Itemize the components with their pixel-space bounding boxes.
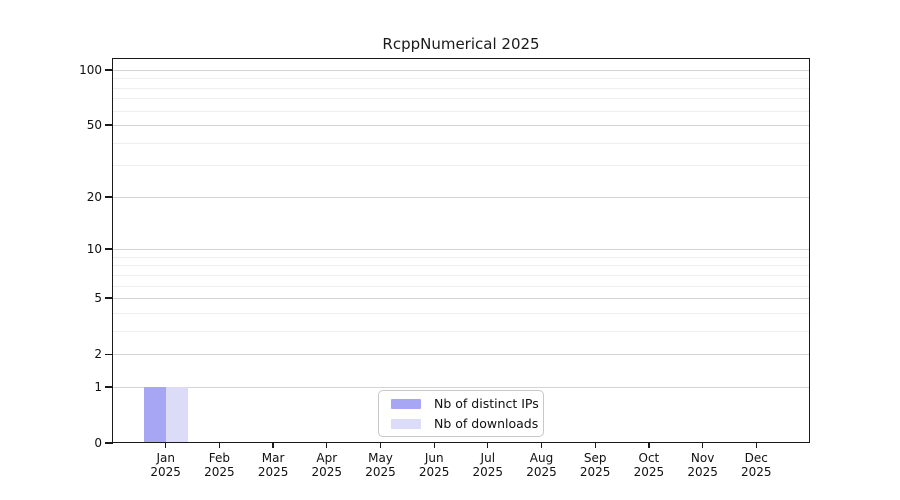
x-tick-month: Dec <box>744 451 768 465</box>
x-tick-year: 2025 <box>365 465 396 479</box>
x-tick-label: Jun 2025 <box>404 451 464 479</box>
x-tick-month: Aug <box>529 451 554 465</box>
legend: Nb of distinct IPs Nb of downloads <box>378 390 544 437</box>
y-tick-mark <box>105 196 113 198</box>
minor-gridline <box>112 142 810 144</box>
minor-gridline <box>112 285 810 287</box>
x-tick-label: Dec 2025 <box>726 451 786 479</box>
x-tick-month: Feb <box>208 451 231 465</box>
bar-distinct-ips <box>143 387 166 443</box>
major-gridline <box>112 298 810 300</box>
legend-label-distinct-ips: Nb of distinct IPs <box>434 396 539 411</box>
x-tick-year: 2025 <box>687 465 718 479</box>
plot-area <box>112 58 810 443</box>
x-tick-month: May <box>368 451 393 465</box>
x-tick-month: Jul <box>480 451 496 465</box>
x-tick-month: Apr <box>316 451 338 465</box>
x-tick-label: Nov 2025 <box>673 451 733 479</box>
x-tick-year: 2025 <box>311 465 343 479</box>
x-tick-year: 2025 <box>418 465 450 479</box>
x-tick-month: Mar <box>261 451 285 465</box>
x-tick-mark <box>272 443 274 448</box>
x-tick-mark <box>379 443 382 448</box>
legend-item-downloads: Nb of downloads <box>391 416 543 431</box>
x-tick-year: 2025 <box>150 465 181 479</box>
minor-gridline <box>112 165 810 167</box>
y-tick-label: 1 <box>94 380 102 394</box>
x-tick-label: Feb 2025 <box>189 451 249 479</box>
y-tick-label: 10 <box>86 242 102 257</box>
legend-swatch-distinct-ips-icon <box>391 398 421 409</box>
x-tick-month: Jan <box>156 451 175 465</box>
x-tick-year: 2025 <box>472 465 504 479</box>
chart-title: RcppNumerical 2025 <box>382 35 540 53</box>
x-tick-mark <box>433 443 435 448</box>
x-tick-mark <box>540 443 543 448</box>
x-tick-mark <box>165 443 167 448</box>
minor-gridline <box>112 265 810 267</box>
minor-gridline <box>112 274 810 276</box>
major-gridline <box>112 354 810 356</box>
y-tick-label: 2 <box>94 347 102 362</box>
y-tick-mark <box>105 69 113 71</box>
major-gridline <box>112 387 810 388</box>
major-gridline <box>112 249 810 251</box>
x-tick-month: Nov <box>690 451 715 465</box>
x-tick-label: Apr 2025 <box>297 451 357 479</box>
x-tick-label: May 2025 <box>351 451 411 479</box>
x-tick-label: Mar 2025 <box>243 451 303 479</box>
minor-gridline <box>112 256 810 258</box>
x-tick-label: Aug 2025 <box>512 451 572 479</box>
x-tick-month: Sep <box>583 451 607 465</box>
x-tick-label: Oct 2025 <box>619 451 679 479</box>
x-tick-month: Oct <box>638 451 660 465</box>
minor-gridline <box>112 312 810 314</box>
y-tick-mark <box>105 353 113 355</box>
y-tick-label: 20 <box>86 189 102 204</box>
y-tick-mark <box>105 442 113 444</box>
x-tick-year: 2025 <box>579 465 611 479</box>
y-tick-label: 100 <box>79 62 102 77</box>
x-tick-mark <box>594 443 596 448</box>
x-tick-mark <box>326 443 328 448</box>
minor-gridline <box>112 78 810 80</box>
major-gridline <box>112 69 810 71</box>
y-tick-mark <box>105 248 113 250</box>
y-tick-label: 5 <box>94 291 102 306</box>
x-tick-label: Jan 2025 <box>136 451 196 479</box>
x-tick-year: 2025 <box>204 465 235 479</box>
minor-gridline <box>112 110 810 112</box>
y-tick-mark <box>105 297 113 299</box>
x-tick-mark <box>218 443 221 448</box>
y-tick-mark <box>105 386 113 388</box>
x-tick-year: 2025 <box>741 465 772 479</box>
y-tick-label: 0 <box>94 436 102 450</box>
legend-label-downloads: Nb of downloads <box>434 416 539 431</box>
y-tick-label: 50 <box>86 118 102 133</box>
x-tick-mark <box>487 443 489 448</box>
bar-downloads <box>165 387 188 443</box>
y-tick-mark <box>105 124 113 126</box>
x-tick-label: Jul 2025 <box>458 451 518 479</box>
minor-gridline <box>112 98 810 100</box>
major-gridline <box>112 125 810 127</box>
legend-item-distinct-ips: Nb of distinct IPs <box>391 396 543 411</box>
minor-gridline <box>112 87 810 89</box>
x-tick-year: 2025 <box>526 465 557 479</box>
minor-gridline <box>112 330 810 332</box>
x-tick-mark <box>648 443 650 448</box>
x-tick-year: 2025 <box>257 465 289 479</box>
x-tick-mark <box>701 443 704 448</box>
x-tick-mark <box>755 443 757 448</box>
x-tick-label: Sep 2025 <box>565 451 625 479</box>
x-tick-month: Jun <box>424 451 444 465</box>
major-gridline <box>112 196 810 198</box>
x-tick-year: 2025 <box>633 465 665 479</box>
legend-swatch-downloads-icon <box>391 418 421 429</box>
